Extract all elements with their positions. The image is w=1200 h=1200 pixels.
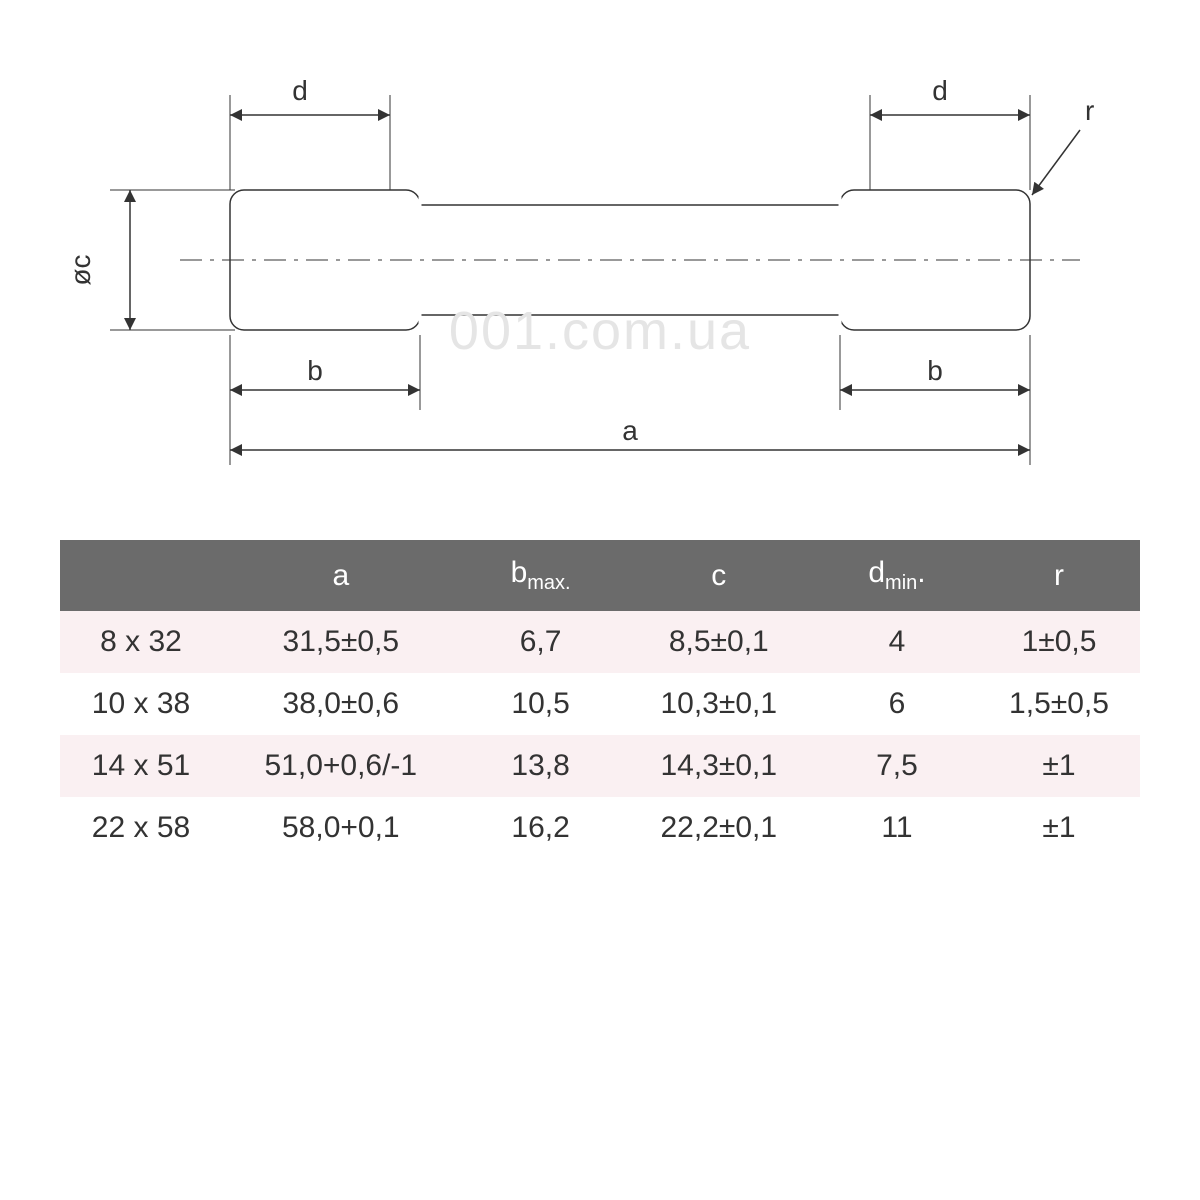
label-b-left: b (307, 355, 323, 386)
header-c: c (622, 540, 816, 611)
label-d-left: d (292, 75, 308, 106)
table-row: 10 x 38 38,0±0,6 10,5 10,3±0,1 6 1,5±0,5 (60, 673, 1140, 735)
label-b-right: b (927, 355, 943, 386)
header-a: a (222, 540, 460, 611)
header-r: r (978, 540, 1140, 611)
header-size (60, 540, 222, 611)
header-d: dmin. (816, 540, 978, 611)
dimensions-table: a bmax. c dmin. r 8 x 32 31,5±0,5 6,7 8,… (60, 540, 1140, 859)
label-a: a (622, 415, 638, 446)
label-d-right: d (932, 75, 948, 106)
table-header-row: a bmax. c dmin. r (60, 540, 1140, 611)
table-row: 8 x 32 31,5±0,5 6,7 8,5±0,1 4 1±0,5 (60, 611, 1140, 673)
table-row: 14 x 51 51,0+0,6/-1 13,8 14,3±0,1 7,5 ±1 (60, 735, 1140, 797)
table-row: 22 x 58 58,0+0,1 16,2 22,2±0,1 11 ±1 (60, 797, 1140, 859)
header-b: bmax. (460, 540, 622, 611)
label-diameter-c: øc (65, 254, 96, 285)
diagram-svg: d d r øc b (60, 60, 1140, 480)
fuse-diagram: d d r øc b (60, 60, 1140, 480)
label-r: r (1085, 95, 1094, 126)
